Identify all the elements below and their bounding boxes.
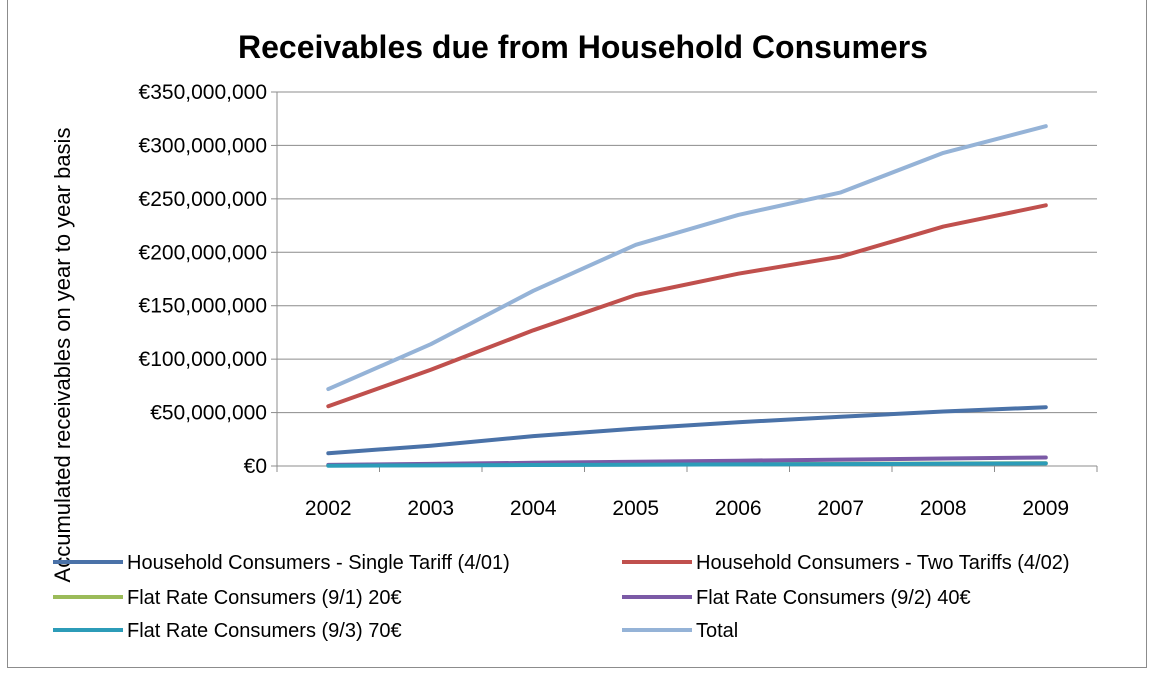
legend-label: Household Consumers - Two Tariffs (4/02)	[696, 552, 1070, 574]
y-tick-label: €50,000,000	[150, 402, 267, 425]
x-tick-label: 2008	[920, 497, 967, 520]
x-tick-label: 2004	[510, 497, 557, 520]
legend-label: Household Consumers - Single Tariff (4/0…	[127, 552, 510, 574]
x-tick-label: 2007	[817, 497, 864, 520]
y-axis-ticks: €0 €50,000,000 €100,000,000 €150,000,000 €20…	[139, 81, 277, 478]
x-tick-label: 2009	[1022, 497, 1069, 520]
y-tick-label: €100,000,000	[139, 348, 267, 371]
y-axis-label: Accumulated receivables on year to year …	[50, 128, 75, 583]
y-tick-label: €200,000,000	[139, 241, 267, 264]
y-tick-label: €250,000,000	[139, 188, 267, 211]
y-gridlines	[277, 91, 1097, 414]
legend-label: Flat Rate Consumers (9/1) 20€	[127, 587, 402, 609]
series-line	[326, 461, 1048, 468]
y-tick-label: €0	[244, 455, 267, 478]
y-tick-label: €300,000,000	[139, 134, 267, 157]
legend-label: Total	[696, 620, 738, 642]
x-tick-label: 2002	[305, 497, 352, 520]
legend: Household Consumers - Single Tariff (4/0…	[53, 552, 1070, 642]
y-tick-label: €150,000,000	[139, 295, 267, 318]
series-line	[326, 405, 1048, 456]
chart-title: Receivables due from Household Consumers	[238, 29, 928, 65]
series-lines	[326, 124, 1048, 468]
legend-label: Flat Rate Consumers (9/2) 40€	[696, 587, 971, 609]
x-tick-label: 2003	[407, 497, 454, 520]
x-tick-label: 2005	[612, 497, 659, 520]
x-tick-label: 2006	[715, 497, 762, 520]
x-axis-ticks: 2002 2003 2004 2005 2006 2007 2008 2009	[276, 466, 1098, 520]
series-line	[326, 203, 1048, 409]
chart-frame	[7, 0, 1147, 668]
legend-label: Flat Rate Consumers (9/3) 70€	[127, 620, 402, 642]
series-line	[326, 124, 1048, 392]
y-tick-label: €350,000,000	[139, 81, 267, 104]
